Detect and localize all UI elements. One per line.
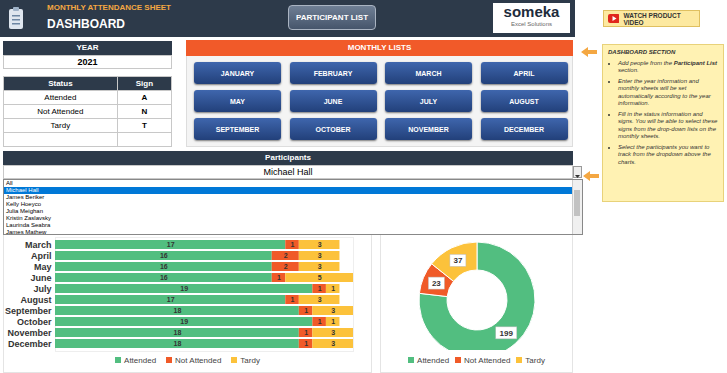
svg-text:December: December bbox=[8, 339, 52, 349]
html-text:NOVEMBER: NOVEMBER bbox=[408, 125, 449, 133]
svg-text:1: 1 bbox=[304, 329, 308, 336]
svg-text:1: 1 bbox=[304, 307, 308, 314]
html-text:Tardy: Tardy bbox=[240, 355, 260, 365]
svg-text:March: March bbox=[25, 240, 52, 250]
svg-text:3: 3 bbox=[331, 340, 335, 347]
svg-text:May: May bbox=[34, 262, 52, 272]
html-text:Michael Hall: Michael Hall bbox=[263, 167, 313, 177]
svg-text:16: 16 bbox=[160, 274, 168, 281]
html-text:Excel Solutions: Excel Solutions bbox=[511, 21, 552, 27]
html-text:section.: section. bbox=[618, 67, 639, 73]
svg-text:1: 1 bbox=[304, 340, 308, 347]
html-text:PARTICIPANT LIST: PARTICIPANT LIST bbox=[295, 13, 369, 22]
html-text:JULY: JULY bbox=[419, 97, 438, 105]
html-text:someka: someka bbox=[503, 3, 560, 20]
html-text:Enter the year information and: Enter the year information and monthly s… bbox=[618, 77, 711, 106]
html-text:Michael Hall: Michael Hall bbox=[6, 187, 39, 193]
svg-text:1: 1 bbox=[318, 285, 322, 292]
svg-text:2: 2 bbox=[284, 252, 288, 259]
html-text:N: N bbox=[141, 107, 148, 116]
html-text:Add people from the Participan: Add people from the Participant List bbox=[618, 59, 717, 66]
html-text:James Mathew: James Mathew bbox=[6, 229, 47, 235]
svg-text:3: 3 bbox=[318, 252, 322, 259]
svg-text:5: 5 bbox=[318, 274, 322, 281]
svg-text:199: 199 bbox=[500, 329, 514, 338]
svg-text:1: 1 bbox=[277, 274, 281, 281]
svg-text:3: 3 bbox=[331, 307, 335, 314]
html-text:Not Attended: Not Attended bbox=[464, 355, 511, 365]
html-text:Attended: Attended bbox=[124, 355, 157, 365]
svg-text:16: 16 bbox=[160, 252, 168, 259]
html-text:Tardy: Tardy bbox=[525, 355, 545, 365]
html-text:Sign: Sign bbox=[135, 79, 153, 88]
svg-text:October: October bbox=[17, 317, 52, 327]
html-text:SEPTEMBER: SEPTEMBER bbox=[215, 125, 260, 133]
svg-text:17: 17 bbox=[167, 241, 175, 248]
html-text:Attended: Attended bbox=[44, 93, 77, 102]
html-text:Status: Status bbox=[48, 79, 73, 88]
html-text:Fill in the status information: Fill in the status information and signs… bbox=[618, 110, 718, 139]
html-text:JANUARY: JANUARY bbox=[220, 69, 255, 77]
svg-text:19: 19 bbox=[180, 318, 188, 325]
html-text:MAY: MAY bbox=[230, 97, 245, 105]
html-text:WATCH PRODUCT VIDEO: WATCH PRODUCT VIDEO bbox=[623, 11, 681, 26]
html-text:MARCH: MARCH bbox=[415, 69, 442, 77]
svg-text:16: 16 bbox=[160, 263, 168, 270]
svg-text:3: 3 bbox=[318, 241, 322, 248]
html-text:OCTOBER: OCTOBER bbox=[315, 125, 351, 133]
html-text:Kristin Zaslavsky: Kristin Zaslavsky bbox=[6, 215, 51, 221]
svg-text:17: 17 bbox=[167, 296, 175, 303]
svg-text:18: 18 bbox=[174, 329, 182, 336]
svg-text:2: 2 bbox=[284, 263, 288, 270]
html-text:Laurinda Seabra: Laurinda Seabra bbox=[6, 222, 51, 228]
svg-text:3: 3 bbox=[331, 329, 335, 336]
html-text:DECEMBER: DECEMBER bbox=[504, 125, 544, 133]
svg-text:3: 3 bbox=[318, 296, 322, 303]
html-text:Attended: Attended bbox=[417, 355, 450, 365]
html-text:Kelly Hoeyco: Kelly Hoeyco bbox=[6, 201, 41, 207]
svg-text:3: 3 bbox=[318, 263, 322, 270]
html-text:All: All bbox=[6, 180, 13, 186]
svg-text:1: 1 bbox=[318, 318, 322, 325]
html-text:YEAR: YEAR bbox=[76, 43, 99, 52]
html-text:MONTHLY LISTS: MONTHLY LISTS bbox=[347, 43, 412, 52]
html-text:Julia Meighan: Julia Meighan bbox=[6, 208, 43, 214]
html-text:JUNE: JUNE bbox=[323, 97, 343, 105]
html-text:FEBRUARY: FEBRUARY bbox=[313, 69, 353, 77]
svg-text:November: November bbox=[7, 328, 52, 338]
svg-text:18: 18 bbox=[174, 307, 182, 314]
svg-text:19: 19 bbox=[180, 285, 188, 292]
svg-text:August: August bbox=[21, 295, 52, 305]
html-text:A: A bbox=[141, 93, 148, 102]
svg-text:July: July bbox=[33, 284, 51, 294]
html-text:James Beriker: James Beriker bbox=[6, 194, 45, 200]
svg-text:1: 1 bbox=[331, 285, 335, 292]
html-text:DASHBOARD: DASHBOARD bbox=[47, 17, 125, 31]
html-text:Tardy: Tardy bbox=[50, 121, 71, 130]
svg-text:23: 23 bbox=[432, 279, 441, 288]
svg-text:1: 1 bbox=[291, 241, 295, 248]
svg-text:April: April bbox=[31, 251, 52, 261]
html-text:Not Attended: Not Attended bbox=[175, 355, 222, 365]
html-text:Select the participants you wa: Select the participants you want to trac… bbox=[618, 143, 711, 165]
svg-text:June: June bbox=[30, 273, 51, 283]
svg-text:37: 37 bbox=[453, 256, 462, 265]
html-text:T: T bbox=[141, 121, 147, 130]
svg-text:1: 1 bbox=[331, 318, 335, 325]
html-text:DASHBOARD SECTION: DASHBOARD SECTION bbox=[608, 49, 676, 55]
svg-text:1: 1 bbox=[291, 296, 295, 303]
svg-text:September: September bbox=[5, 306, 52, 316]
html-text:MONTHLY ATTENDANCE SHEET: MONTHLY ATTENDANCE SHEET bbox=[47, 3, 171, 12]
html-text:AUGUST: AUGUST bbox=[509, 97, 539, 105]
html-text:2021: 2021 bbox=[77, 57, 98, 67]
html-text:Participants: Participants bbox=[265, 153, 311, 162]
html-text:APRIL: APRIL bbox=[513, 69, 535, 77]
svg-text:18: 18 bbox=[174, 340, 182, 347]
html-text:Not Attended: Not Attended bbox=[37, 107, 84, 116]
